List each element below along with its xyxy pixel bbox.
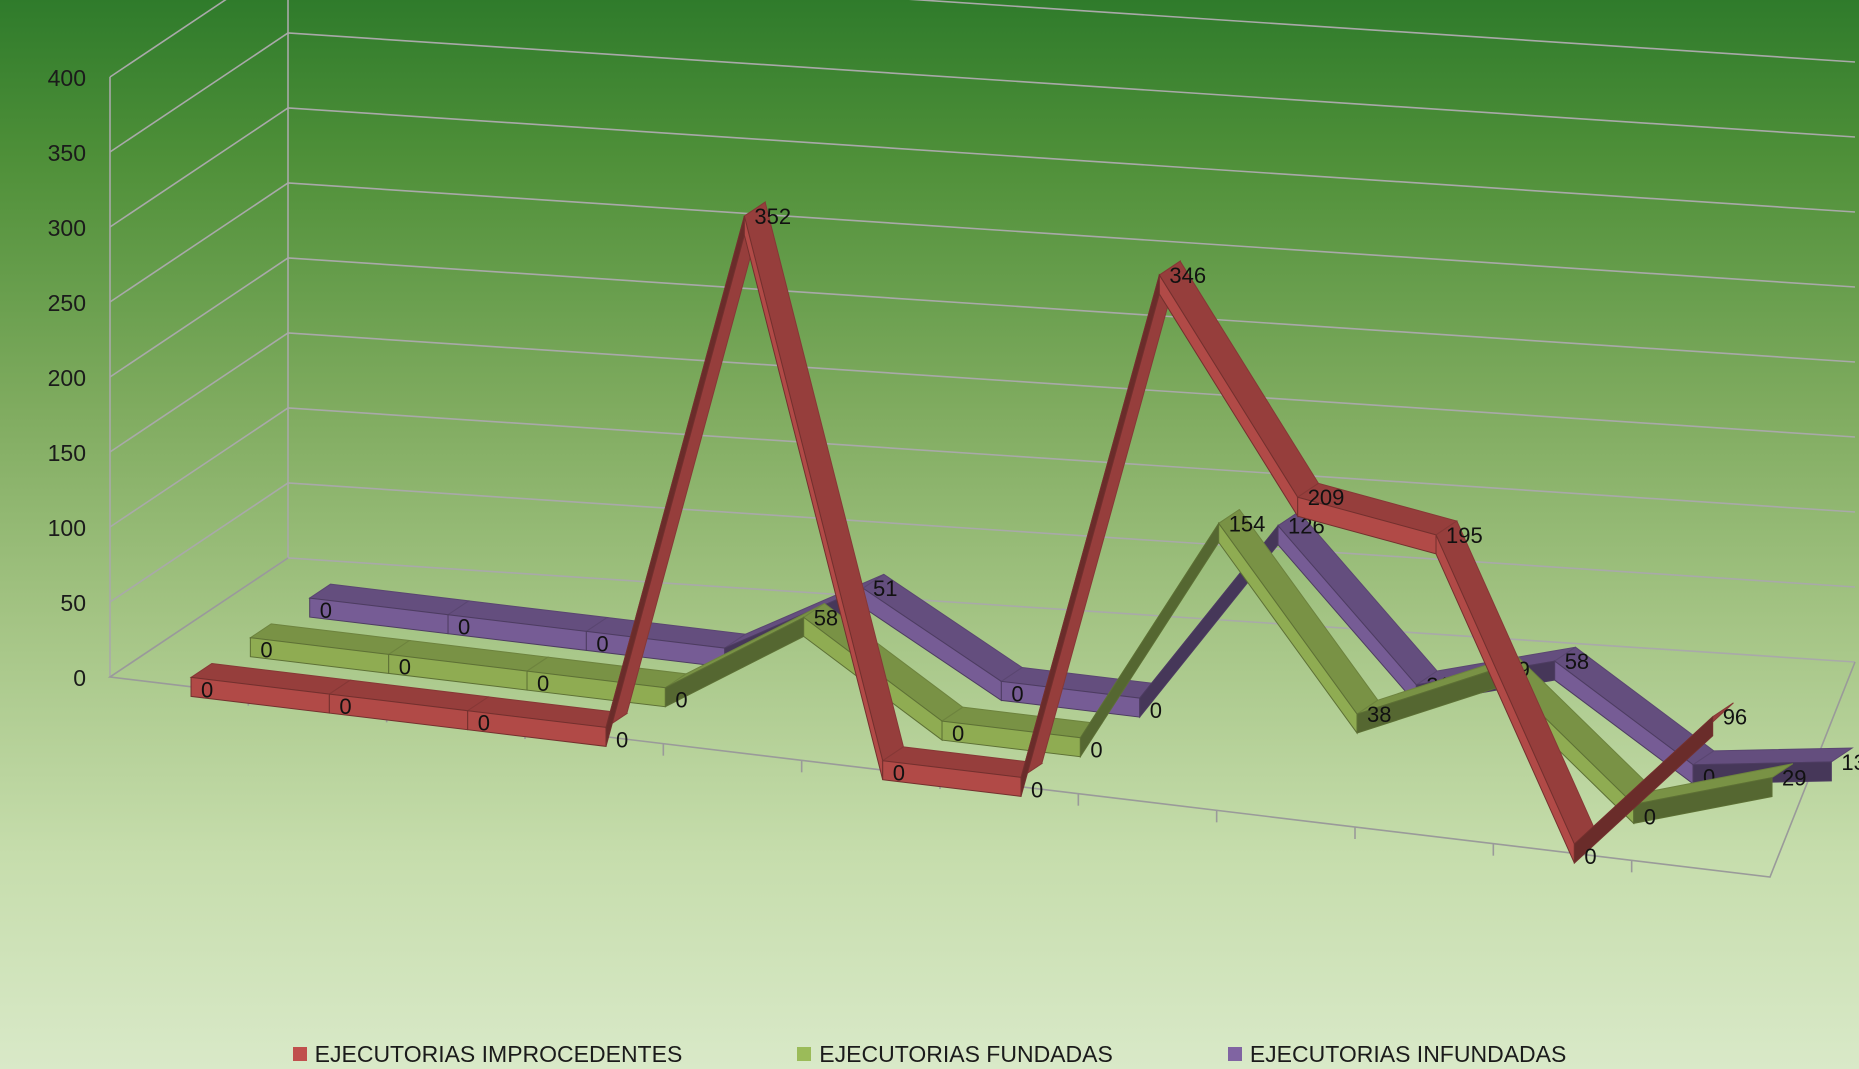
data-label: 0 bbox=[596, 631, 608, 656]
y-tick-label: 400 bbox=[48, 65, 86, 91]
ribbon-improcedentes-side bbox=[1020, 274, 1160, 797]
data-label: 29 bbox=[1782, 766, 1806, 791]
data-label: 346 bbox=[1169, 263, 1206, 288]
y-tick-label: 50 bbox=[60, 590, 86, 616]
y-tick-label: 150 bbox=[48, 440, 86, 466]
legend-label: EJECUTORIAS INFUNDADAS bbox=[1249, 1040, 1567, 1067]
gridline bbox=[109, 407, 1856, 528]
legend-label: EJECUTORIAS FUNDADAS bbox=[819, 1040, 1113, 1067]
data-label: 0 bbox=[893, 761, 905, 786]
data-label: 0 bbox=[537, 671, 549, 696]
gridline bbox=[109, 482, 1856, 603]
legend-item-infundadas: EJECUTORIAS INFUNDADAS bbox=[1227, 1040, 1567, 1068]
data-label: 0 bbox=[1150, 698, 1162, 723]
data-label: 13 bbox=[1841, 750, 1859, 775]
y-tick-label: 300 bbox=[48, 215, 86, 241]
data-label: 352 bbox=[754, 204, 791, 229]
data-label: 0 bbox=[260, 638, 272, 663]
legend-swatch bbox=[292, 1047, 307, 1061]
data-label: 0 bbox=[675, 688, 687, 713]
legend-label: EJECUTORIAS IMPROCEDENTES bbox=[314, 1040, 683, 1067]
legend-item-improcedentes: EJECUTORIAS IMPROCEDENTES bbox=[292, 1040, 683, 1068]
gridline bbox=[109, 0, 1856, 78]
data-label: 0 bbox=[399, 654, 411, 679]
y-tick-label: 200 bbox=[48, 365, 86, 391]
gridline bbox=[109, 182, 1856, 303]
data-label: 0 bbox=[1584, 844, 1596, 869]
ribbon-improcedentes-top bbox=[1158, 260, 1320, 498]
data-label: 0 bbox=[201, 677, 213, 702]
ribbon-improcedentes-top bbox=[743, 201, 905, 762]
ribbon-improcedentes-side bbox=[743, 215, 884, 780]
data-label: 0 bbox=[616, 727, 628, 752]
data-label: 38 bbox=[1367, 702, 1391, 727]
data-label: 0 bbox=[1011, 681, 1023, 706]
ribbon-fundadas-side bbox=[1633, 776, 1773, 825]
gridline bbox=[109, 32, 1856, 153]
data-label: 209 bbox=[1308, 485, 1345, 510]
legend-swatch bbox=[1227, 1047, 1242, 1061]
data-label: 0 bbox=[952, 721, 964, 746]
ribbon-improcedentes-side bbox=[1573, 715, 1714, 865]
data-label: 58 bbox=[1565, 649, 1589, 674]
data-label: 154 bbox=[1229, 511, 1266, 536]
data-label: 195 bbox=[1446, 523, 1483, 548]
y-tick-label: 250 bbox=[48, 290, 86, 316]
y-tick-label: 350 bbox=[48, 140, 86, 166]
legend-item-fundadas: EJECUTORIAS FUNDADAS bbox=[797, 1041, 1113, 1068]
data-label: 0 bbox=[339, 694, 351, 719]
gridline bbox=[109, 257, 1856, 378]
data-label: 96 bbox=[1723, 705, 1747, 730]
data-label: 0 bbox=[320, 598, 332, 623]
ribbon-improcedentes-side bbox=[1158, 273, 1299, 518]
data-label: 0 bbox=[478, 711, 490, 736]
data-label: 0 bbox=[1090, 738, 1102, 763]
y-tick-label: 100 bbox=[48, 515, 86, 541]
data-label: 51 bbox=[873, 576, 897, 601]
data-label: 0 bbox=[1031, 777, 1043, 802]
data-label: 58 bbox=[814, 605, 838, 630]
legend: EJECUTORIAS IMPROCEDENTES EJECUTORIAS FU… bbox=[0, 1040, 1859, 1068]
gridline bbox=[109, 107, 1856, 228]
data-label: 0 bbox=[1644, 804, 1656, 829]
data-label: 0 bbox=[458, 615, 470, 640]
gridline bbox=[109, 332, 1856, 453]
legend-swatch bbox=[797, 1047, 812, 1061]
y-tick-label: 0 bbox=[73, 665, 86, 691]
